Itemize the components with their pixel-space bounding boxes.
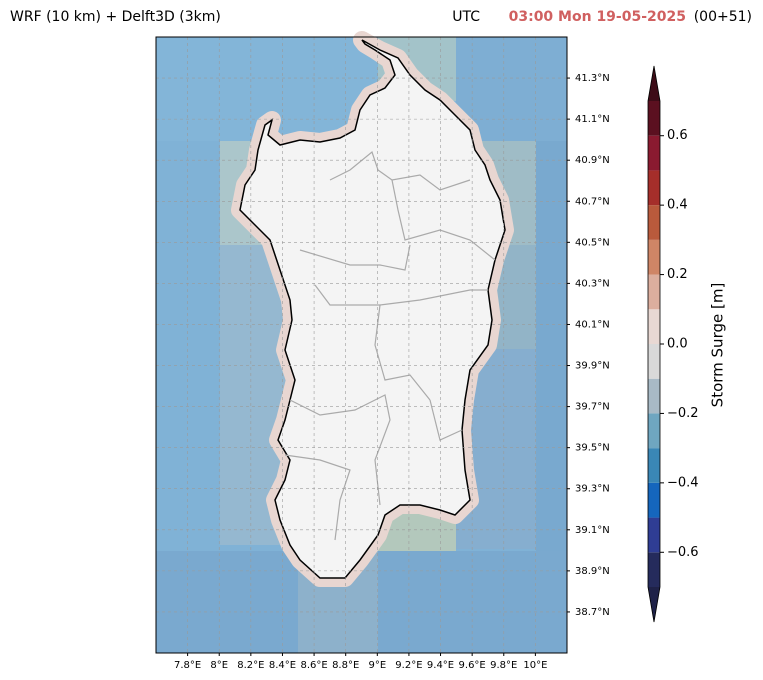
valid-time: 03:00 Mon 19-05-2025 [509, 9, 686, 25]
utc-label: UTC [452, 9, 480, 25]
lon-tick-label: 9.6°E [459, 660, 486, 671]
lat-tick-label: 38.9°N [575, 566, 610, 577]
lon-tick-label: 9.4°E [427, 660, 454, 671]
lat-tick-label: 38.7°N [575, 607, 610, 618]
map-frame [155, 36, 568, 654]
lon-tick-label: 10°E [523, 660, 547, 671]
graticule [156, 37, 567, 653]
lon-tick-label: 8.2°E [237, 660, 264, 671]
lon-tick-label: 8.8°E [332, 660, 359, 671]
lon-tick-label: 8°E [210, 660, 228, 671]
colorbar-tick-label: 0.2 [667, 267, 688, 282]
colorbar-band [648, 274, 660, 310]
lat-tick-label: 39.9°N [575, 361, 610, 372]
lon-tick-label: 9.8°E [490, 660, 517, 671]
lat-tick-label: 39.1°N [575, 525, 610, 536]
colorbar-tick-label: −0.4 [667, 475, 699, 490]
colorbar-tick-label: −0.6 [667, 545, 699, 560]
colorbar-band [648, 309, 660, 344]
colorbar-tick-label: 0.6 [667, 128, 688, 143]
colorbar-band [648, 239, 660, 275]
lat-tick-label: 40.7°N [575, 196, 610, 207]
colorbar-tick-label: −0.2 [667, 406, 699, 421]
lon-tick-label: 9°E [368, 660, 386, 671]
lat-tick-label: 39.5°N [575, 443, 610, 454]
colorbar-band [648, 482, 660, 518]
colorbar-band [648, 205, 660, 240]
admin-borders [284, 150, 496, 541]
colorbar-under [648, 587, 660, 622]
lon-tick-label: 8.6°E [300, 660, 327, 671]
colorbar-tick-label: 0.0 [667, 337, 688, 352]
colorbar-band [648, 413, 660, 449]
lon-tick-label: 7.8°E [174, 660, 201, 671]
lat-tick-label: 40.3°N [575, 278, 610, 289]
colorbar: −0.6 −0.4 −0.2 0.0 0.2 0.4 0.6 [647, 65, 699, 623]
lat-tick-label: 39.7°N [575, 402, 610, 413]
lat-tick-label: 40.5°N [575, 237, 610, 248]
sea-cell [536, 141, 567, 551]
colorbar-band [648, 378, 660, 414]
lat-tick-label: 39.3°N [575, 484, 610, 495]
island [239, 39, 506, 579]
title: WRF (10 km) + Delft3D (3km) [10, 9, 221, 25]
lon-tick-label: 9.2°E [395, 660, 422, 671]
map [156, 31, 567, 653]
colorbar-band [648, 170, 660, 206]
colorbar-band [648, 448, 660, 483]
colorbar-band [648, 344, 660, 379]
colorbar-band [648, 517, 660, 553]
lat-tick-label: 41.1°N [575, 114, 610, 125]
colorbar-over [648, 66, 660, 101]
colorbar-label: Storm Surge [m] [709, 283, 727, 408]
lead-time: (00+51) [694, 9, 752, 25]
colorbar-band [648, 552, 660, 587]
colorbar-outline [647, 65, 661, 623]
colorbar-band [648, 101, 660, 136]
colorbar-tick-label: 0.4 [667, 198, 688, 213]
lat-tick-label: 40.1°N [575, 319, 610, 330]
lon-tick-label: 8.4°E [269, 660, 296, 671]
colorbar-band [648, 135, 660, 171]
lat-tick-label: 41.3°N [575, 73, 610, 84]
lat-tick-label: 40.9°N [575, 155, 610, 166]
